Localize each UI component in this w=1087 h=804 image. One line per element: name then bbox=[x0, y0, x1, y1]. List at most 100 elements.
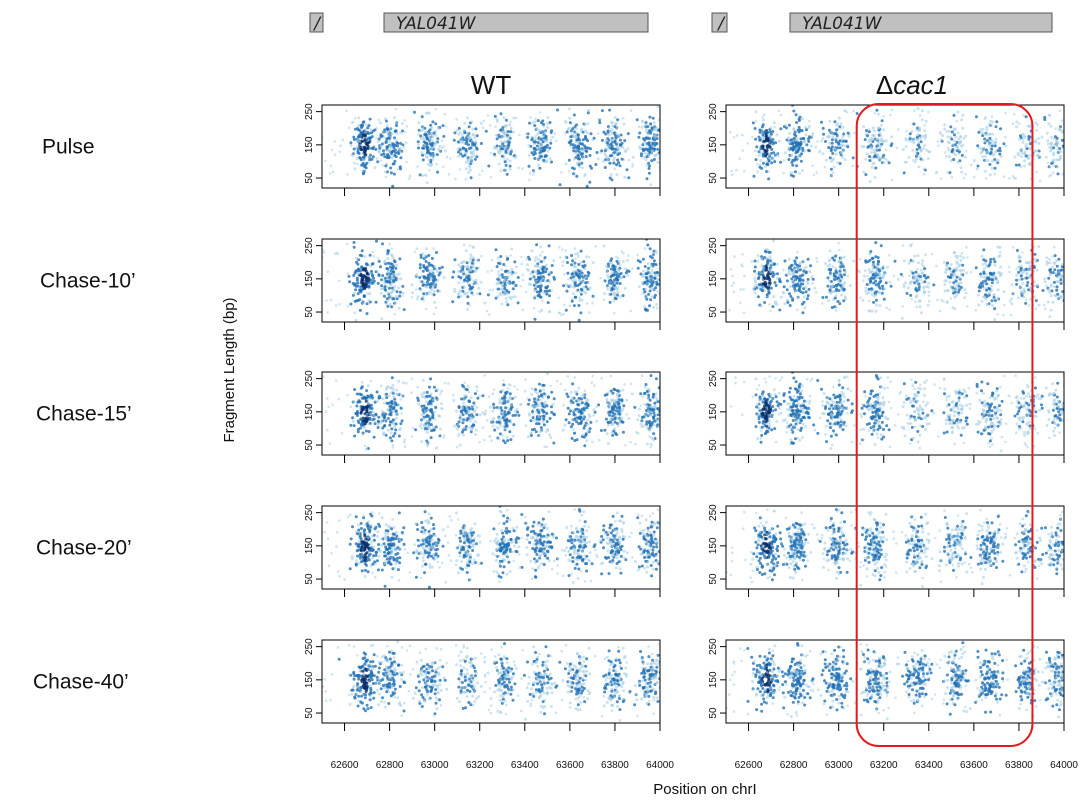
data-point bbox=[371, 562, 375, 566]
data-point bbox=[586, 429, 590, 433]
data-point bbox=[388, 286, 391, 290]
data-point bbox=[376, 257, 380, 260]
data-point bbox=[575, 418, 579, 421]
data-point bbox=[585, 562, 589, 565]
data-point bbox=[546, 540, 550, 544]
data-point bbox=[441, 544, 445, 548]
data-point bbox=[377, 118, 381, 122]
data-point bbox=[415, 556, 419, 560]
column-title-name: cac1 bbox=[893, 70, 948, 100]
data-point bbox=[391, 676, 395, 680]
data-point bbox=[588, 311, 591, 314]
data-point bbox=[609, 420, 613, 424]
data-point bbox=[616, 158, 620, 162]
data-point bbox=[615, 393, 619, 396]
data-point bbox=[647, 428, 650, 432]
data-point bbox=[505, 133, 509, 137]
data-point bbox=[421, 174, 424, 178]
data-point bbox=[573, 538, 577, 542]
data-point bbox=[565, 526, 569, 530]
data-point bbox=[592, 408, 596, 412]
data-point bbox=[392, 525, 396, 529]
data-point bbox=[359, 411, 363, 415]
data-point bbox=[504, 406, 508, 410]
data-point bbox=[380, 537, 384, 540]
data-point bbox=[550, 264, 554, 267]
data-point bbox=[420, 151, 424, 154]
data-point bbox=[393, 432, 397, 435]
data-point bbox=[552, 397, 556, 401]
data-point bbox=[465, 388, 469, 392]
data-point bbox=[333, 153, 337, 156]
data-point bbox=[429, 392, 433, 396]
data-point bbox=[574, 140, 577, 144]
data-point bbox=[579, 415, 583, 419]
data-point bbox=[617, 560, 621, 564]
data-point bbox=[582, 260, 586, 264]
data-point bbox=[577, 318, 581, 322]
data-point bbox=[649, 442, 653, 446]
data-point bbox=[352, 677, 356, 681]
data-point bbox=[648, 115, 652, 119]
data-point bbox=[401, 381, 405, 385]
data-point bbox=[458, 536, 462, 540]
data-point bbox=[365, 688, 369, 692]
data-point bbox=[571, 292, 575, 296]
data-point bbox=[428, 566, 432, 569]
data-point bbox=[372, 545, 376, 549]
data-point bbox=[388, 412, 392, 416]
data-point bbox=[426, 276, 430, 280]
data-point bbox=[585, 569, 589, 573]
data-point bbox=[418, 266, 422, 270]
data-point bbox=[453, 258, 457, 262]
data-point bbox=[390, 399, 394, 403]
data-point bbox=[420, 413, 424, 417]
data-point bbox=[654, 274, 657, 277]
data-point bbox=[533, 397, 536, 401]
data-point bbox=[329, 164, 333, 167]
data-point bbox=[356, 430, 360, 434]
data-point bbox=[499, 390, 503, 394]
data-point bbox=[642, 156, 646, 159]
data-point bbox=[537, 422, 541, 426]
data-point bbox=[509, 120, 512, 124]
data-point bbox=[371, 250, 375, 254]
data-point bbox=[613, 116, 617, 119]
data-point bbox=[463, 265, 467, 269]
data-point bbox=[418, 173, 422, 177]
data-point bbox=[617, 409, 621, 413]
data-point bbox=[600, 376, 603, 380]
data-point bbox=[338, 519, 341, 522]
data-point bbox=[618, 412, 622, 416]
data-point bbox=[366, 142, 370, 146]
data-point bbox=[532, 557, 536, 561]
data-point bbox=[355, 549, 359, 553]
data-point bbox=[625, 551, 629, 555]
data-point bbox=[618, 138, 622, 142]
data-point bbox=[323, 530, 327, 534]
data-point bbox=[608, 526, 612, 530]
y-tick-label: 250 bbox=[304, 370, 315, 387]
data-point bbox=[367, 276, 370, 280]
data-point bbox=[613, 125, 617, 129]
data-point bbox=[478, 413, 482, 417]
data-point bbox=[485, 419, 489, 422]
data-point bbox=[576, 133, 580, 137]
data-point bbox=[644, 518, 648, 522]
data-point bbox=[467, 135, 471, 139]
data-point bbox=[366, 707, 370, 711]
data-point bbox=[360, 542, 364, 546]
data-point bbox=[534, 401, 538, 405]
data-point bbox=[574, 252, 578, 256]
data-point bbox=[350, 557, 354, 560]
data-point bbox=[537, 411, 541, 415]
data-point bbox=[402, 440, 406, 444]
data-point bbox=[349, 302, 353, 306]
data-point bbox=[353, 696, 357, 700]
data-point bbox=[457, 263, 461, 267]
data-point bbox=[531, 524, 535, 528]
data-point bbox=[499, 418, 503, 422]
data-point bbox=[550, 289, 554, 292]
data-point bbox=[489, 151, 493, 155]
data-point bbox=[542, 417, 546, 421]
